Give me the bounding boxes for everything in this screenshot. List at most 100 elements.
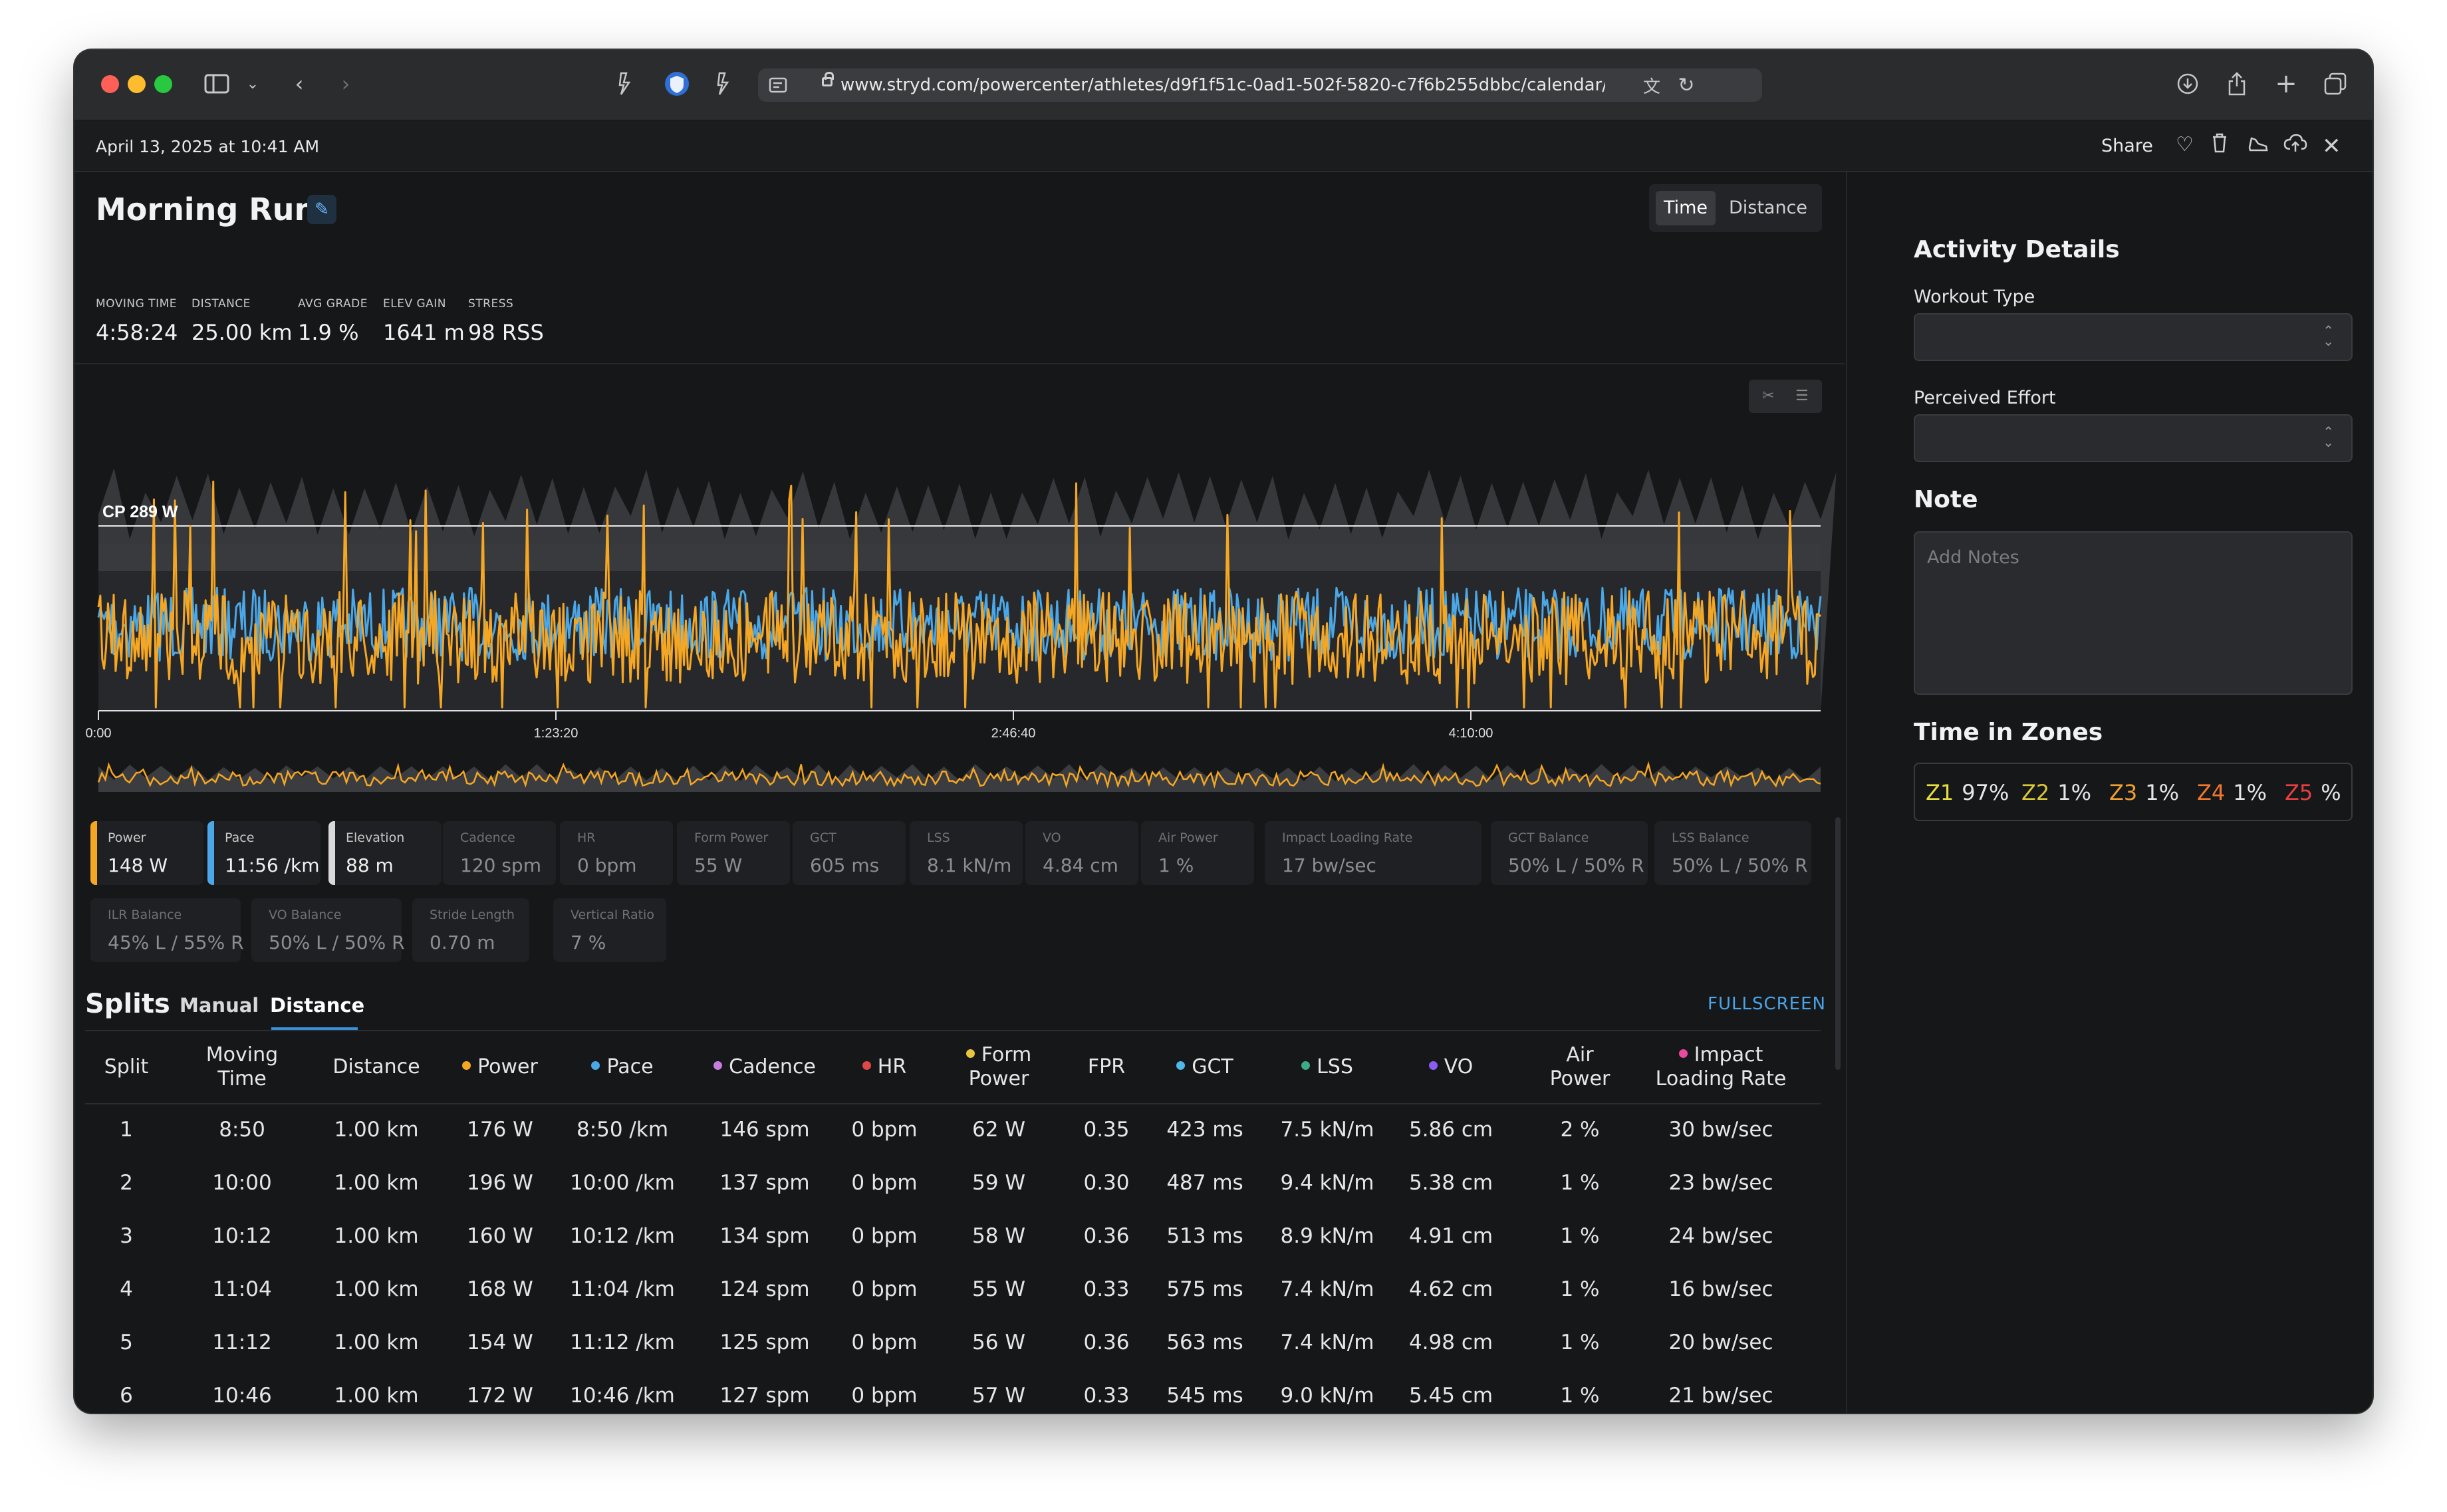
metric-card-stride-length[interactable]: Stride Length 0.70 m [412,898,529,962]
column-header-form-power[interactable]: Form Power [946,1043,1052,1091]
column-header-label: VO [1444,1055,1474,1078]
column-header-power[interactable]: Power [447,1055,553,1079]
column-header-vo[interactable]: VO [1391,1055,1511,1079]
header-divider [74,363,1845,364]
heart-icon[interactable]: ♡ [2176,133,2194,156]
metric-value: 0 bpm [577,854,637,876]
stat-moving-time: MOVING TIME 4:58:24 [96,297,178,345]
metric-value: 605 ms [810,854,880,876]
metric-card-vo[interactable]: VO 4.84 cm [1025,821,1138,885]
cloud-upload-icon[interactable] [2283,133,2307,158]
splits-title: Splits [85,989,170,1019]
metric-card-ilr-balance[interactable]: ILR Balance 45% L / 55% R [90,898,244,962]
metric-card-gct[interactable]: GCT 605 ms [793,821,906,885]
reader-icon[interactable] [765,70,791,100]
privacy-shield-icon[interactable] [662,68,692,99]
menu-icon[interactable]: ☰ [1795,388,1809,404]
table-cell: 2 % [1560,1118,1600,1142]
column-header-distance[interactable]: Distance [317,1055,436,1079]
chevron-down-icon[interactable]: ⌄ [246,75,259,92]
column-header-fpr[interactable]: FPR [1067,1055,1146,1079]
metric-card-lss[interactable]: LSS 8.1 kN/m [910,821,1023,885]
column-header-moving-time[interactable]: Moving Time [192,1043,292,1091]
close-window-button[interactable] [101,75,119,93]
new-tab-icon[interactable]: + [2275,68,2297,99]
scrollbar[interactable] [1835,817,1841,1070]
edit-title-icon[interactable]: ✎ [307,195,336,224]
table-cell: 56 W [972,1330,1025,1354]
fullscreen-button[interactable]: FULLSCREEN [1708,994,1826,1014]
table-cell: 1 % [1560,1384,1600,1408]
shoe-icon[interactable] [2248,133,2269,158]
metric-card-vertical-ratio[interactable]: Vertical Ratio 7 % [553,898,666,962]
sidebar-toggle-icon[interactable] [202,68,231,99]
reload-icon[interactable]: ↻ [1678,73,1695,97]
activity-chart[interactable]: 0:00 1:23:20 2:46:40 4:10:00 CP 289 W [74,172,1845,811]
url-text[interactable]: www.stryd.com/powercenter/athletes/d9f1f… [840,75,1605,95]
scissors-icon[interactable]: ✂ [1762,388,1775,404]
table-cell: 4.62 cm [1408,1277,1493,1301]
zone-z4: Z4 1% [2197,780,2267,805]
metric-card-hr[interactable]: HR 0 bpm [560,821,673,885]
table-cell: 5.45 cm [1408,1384,1493,1408]
column-header-label: Split [104,1055,149,1078]
column-header-cadence[interactable]: Cadence [698,1055,831,1079]
metric-card-lss-balance[interactable]: LSS Balance 50% L / 50% R [1654,821,1811,885]
share-button[interactable]: Share [2101,136,2153,156]
tab-overview-icon[interactable] [2321,68,2350,99]
column-header-gct[interactable]: GCT [1155,1055,1255,1079]
metric-card-power[interactable]: Power 148 W [90,821,203,885]
metric-label: HR [577,830,596,845]
metric-card-pace[interactable]: Pace 11:56 /km [207,821,321,885]
activity-title: Morning Run [96,191,317,227]
time-toggle-button[interactable]: Time [1656,191,1716,225]
table-cell: 0.30 [1083,1171,1130,1195]
metric-card-air-power[interactable]: Air Power 1 % [1141,821,1254,885]
table-cell: 1.00 km [334,1384,419,1408]
table-cell: 11:12 [212,1330,272,1354]
forward-icon[interactable]: › [341,71,350,96]
notes-textarea[interactable]: Add Notes [1914,531,2353,695]
series-dot [1301,1061,1311,1070]
metric-label: Form Power [694,830,769,845]
table-cell: 1.00 km [334,1118,419,1142]
column-header-impact-loading-rate[interactable]: Impact Loading Rate [1634,1043,1807,1091]
column-header-label: Power [477,1055,538,1078]
extension-icon-2[interactable] [711,68,735,99]
download-icon[interactable] [2173,68,2202,99]
trash-icon[interactable] [2212,133,2228,158]
back-icon[interactable]: ‹ [295,71,304,96]
perceived-effort-select[interactable]: ⌃ ⌄ [1914,414,2353,462]
translate-icon[interactable]: 文 [1642,76,1660,97]
minimize-window-button[interactable] [128,75,146,93]
column-header-label: Distance [332,1055,420,1078]
column-header-lss[interactable]: LSS [1261,1055,1394,1079]
address-bar[interactable]: www.stryd.com/powercenter/athletes/d9f1f… [758,68,1762,102]
metric-card-gct-balance[interactable]: GCT Balance 50% L / 50% R [1491,821,1648,885]
series-dot [462,1061,471,1070]
close-icon[interactable]: ✕ [2322,133,2341,160]
column-header-split[interactable]: Split [86,1055,166,1079]
metric-card-impact-loading-rate[interactable]: Impact Loading Rate 17 bw/sec [1265,821,1481,885]
column-header-air-power[interactable]: Air Power [1530,1043,1630,1091]
stat-avg-grade: AVG GRADE 1.9 % [298,297,368,345]
zone-label: Z2 [2021,780,2050,805]
share-icon[interactable] [2222,68,2252,99]
metric-value: 45% L / 55% R [108,932,244,953]
zoom-window-button[interactable] [154,75,172,93]
distance-toggle-button[interactable]: Distance [1728,197,1808,218]
workout-type-select[interactable]: ⌃ ⌄ [1914,313,2353,361]
tab-distance[interactable]: Distance [270,994,365,1017]
tab-manual[interactable]: Manual [180,994,259,1017]
metric-card-vo-balance[interactable]: VO Balance 50% L / 50% R [251,898,405,962]
metric-card-elevation[interactable]: Elevation 88 m [328,821,442,885]
column-header-hr[interactable]: HR [838,1055,931,1079]
column-header-label: Moving [205,1043,279,1067]
extension-icon[interactable] [613,68,637,99]
metric-value: 7 % [571,932,606,953]
column-header-pace[interactable]: Pace [556,1055,689,1079]
active-tab-indicator [271,1027,358,1030]
metric-card-cadence[interactable]: Cadence 120 spm [443,821,556,885]
metric-card-form-power[interactable]: Form Power 55 W [677,821,790,885]
table-cell: 0.35 [1083,1118,1130,1142]
